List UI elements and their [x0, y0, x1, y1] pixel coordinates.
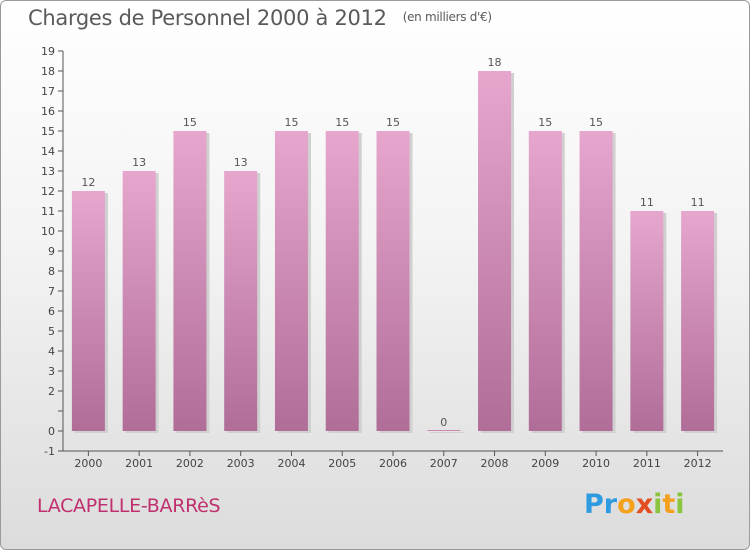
- x-tick-label: 2006: [379, 457, 407, 470]
- x-tick-label: 2007: [430, 457, 458, 470]
- y-tick-label: 17: [41, 85, 55, 98]
- x-tick-label: 2010: [582, 457, 610, 470]
- bar[interactable]: [224, 171, 258, 431]
- logo-letter: t: [662, 489, 676, 520]
- bar[interactable]: [376, 131, 410, 431]
- y-tick-label: -1: [44, 445, 55, 458]
- proxiti-logo[interactable]: Proxiti: [584, 489, 685, 520]
- y-tick-label: 19: [41, 45, 55, 58]
- x-tick-label: 2009: [531, 457, 559, 470]
- y-axis: -1 0 2 3 4 5 6 7 8 9 10 11 12 13 14 15 16 17 18 19: [41, 45, 64, 458]
- y-tick-label: 18: [41, 65, 55, 78]
- chart-title: Charges de Personnel 2000 à 2012 (en mill…: [28, 6, 492, 30]
- y-tick-label: 16: [41, 105, 55, 118]
- bars-group: [71, 71, 718, 433]
- x-axis: 2000 2001 2002 2003 2004 2005 2006 2007 2008 2009…: [63, 450, 723, 470]
- x-tick-label: 2002: [176, 457, 204, 470]
- data-label: 11: [640, 196, 654, 209]
- data-label: 15: [386, 116, 400, 129]
- x-tick-label: 2008: [481, 457, 509, 470]
- y-tick-label: 15: [41, 125, 55, 138]
- data-label: 11: [691, 196, 705, 209]
- bar-shadow: [430, 432, 464, 433]
- y-tick-label: 3: [48, 365, 55, 378]
- data-label: 18: [488, 56, 502, 69]
- y-tick-label: 4: [48, 345, 55, 358]
- y-tick-label: 11: [41, 205, 55, 218]
- y-tick-label: 14: [41, 145, 55, 158]
- data-label: 15: [335, 116, 349, 129]
- bar[interactable]: [173, 131, 207, 431]
- y-tick-label: 6: [48, 305, 55, 318]
- y-tick-label: 0: [48, 425, 55, 438]
- x-tick-label: 2004: [277, 457, 305, 470]
- commune-name: LACAPELLE-BARRèS: [37, 495, 221, 517]
- bar[interactable]: [71, 191, 105, 431]
- x-tick-label: 2012: [684, 457, 712, 470]
- data-label: 13: [234, 156, 248, 169]
- data-labels-group: 12 13 15 13 15 15 15 0 18 15 15 11 11: [81, 56, 704, 429]
- data-label: 15: [284, 116, 298, 129]
- data-label: 15: [538, 116, 552, 129]
- bar[interactable]: [630, 211, 664, 431]
- logo-letter: o: [617, 489, 636, 520]
- y-tick-label: 5: [48, 325, 55, 338]
- chart-unit-note: (en milliers d'€): [402, 10, 492, 24]
- bar[interactable]: [579, 131, 613, 431]
- bar[interactable]: [478, 71, 512, 431]
- data-label: 13: [132, 156, 146, 169]
- data-label: 12: [81, 176, 95, 189]
- data-label: 0: [440, 416, 447, 429]
- bar[interactable]: [427, 430, 461, 431]
- y-tick-label: 9: [48, 245, 55, 258]
- data-label: 15: [589, 116, 603, 129]
- y-tick-label: 13: [41, 165, 55, 178]
- logo-letter: i: [675, 489, 685, 520]
- x-tick-label: 2003: [227, 457, 255, 470]
- x-tick-label: 2000: [74, 457, 102, 470]
- bar[interactable]: [681, 211, 715, 431]
- y-tick-label: 2: [48, 385, 55, 398]
- y-tick-label: 8: [48, 265, 55, 278]
- logo-letter: i: [653, 489, 663, 520]
- bar[interactable]: [122, 171, 156, 431]
- logo-letter: P: [584, 489, 604, 520]
- chart-title-text: Charges de Personnel 2000 à 2012: [28, 6, 387, 30]
- x-tick-label: 2005: [328, 457, 356, 470]
- data-label: 15: [183, 116, 197, 129]
- logo-letter: r: [603, 489, 618, 520]
- bar[interactable]: [325, 131, 359, 431]
- y-tick-label: 7: [48, 285, 55, 298]
- y-tick-label: 12: [41, 185, 55, 198]
- x-tick-label: 2011: [633, 457, 661, 470]
- bar[interactable]: [274, 131, 308, 431]
- logo-letter: x: [635, 489, 654, 520]
- bar[interactable]: [528, 131, 562, 431]
- x-tick-label: 2001: [125, 457, 153, 470]
- y-tick-label: 10: [41, 225, 55, 238]
